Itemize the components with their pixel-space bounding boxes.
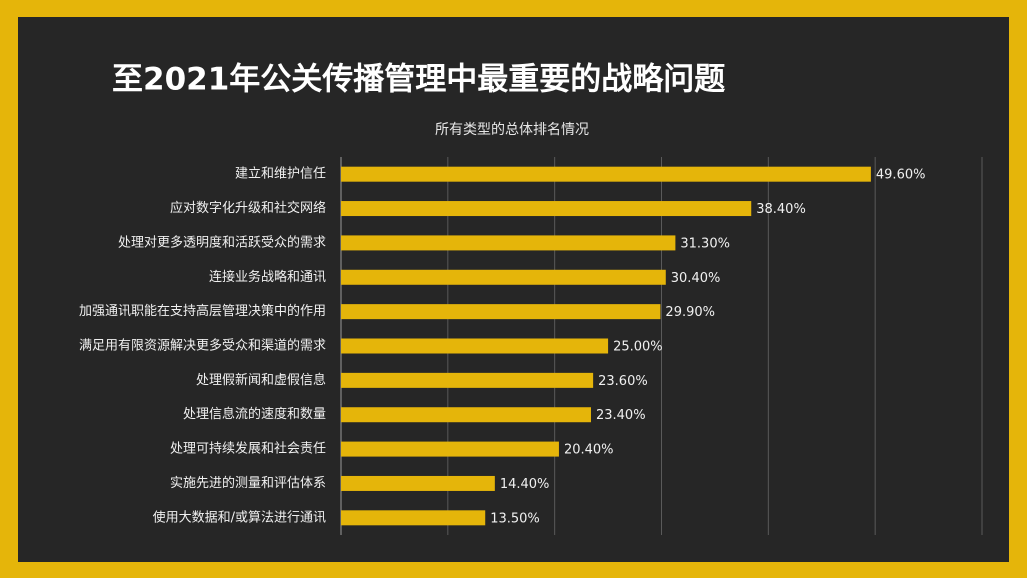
background — [18, 17, 1009, 562]
y-tick-label: 应对数字化升级和社交网络 — [170, 200, 326, 216]
y-tick-label: 实施先进的测量和评估体系 — [170, 475, 326, 491]
value-label: 31.30% — [680, 236, 730, 251]
bar — [341, 475, 495, 491]
chart-title: 至2021年公关传播管理中最重要的战略问题 — [112, 62, 725, 98]
value-label: 14.40% — [500, 477, 550, 492]
bar — [341, 407, 591, 423]
bar — [341, 166, 871, 182]
bar — [341, 269, 666, 285]
y-tick-label: 处理信息流的速度和数量 — [183, 406, 326, 422]
value-label: 38.40% — [756, 202, 806, 217]
value-label: 23.60% — [598, 374, 648, 389]
bar — [341, 304, 661, 320]
chart-subtitle: 所有类型的总体排名情况 — [435, 122, 589, 138]
y-tick-label: 处理可持续发展和社会责任 — [170, 441, 326, 457]
value-label: 13.50% — [490, 511, 540, 526]
y-tick-label: 建立和维护信任 — [235, 167, 326, 182]
y-tick-label: 连接业务战略和通讯 — [209, 269, 326, 285]
y-tick-label: 处理假新闻和虚假信息 — [196, 372, 326, 388]
value-label: 30.40% — [671, 271, 721, 286]
bar — [341, 510, 486, 526]
bar — [341, 441, 559, 457]
value-label: 49.60% — [876, 168, 926, 183]
value-label: 23.40% — [596, 408, 646, 423]
y-tick-label: 满足用有限资源解决更多受众和渠道的需求 — [79, 338, 326, 354]
value-label: 29.90% — [665, 305, 715, 320]
y-tick-label: 加强通讯职能在支持高层管理决策中的作用 — [79, 303, 326, 319]
bar — [341, 201, 752, 217]
y-tick-label: 使用大数据和/或算法进行通讯 — [153, 509, 326, 525]
bar — [341, 235, 676, 251]
y-tick-label: 处理对更多透明度和活跃受众的需求 — [118, 234, 326, 250]
bar — [341, 372, 594, 388]
value-label: 25.00% — [613, 340, 663, 355]
bar — [341, 338, 609, 354]
value-label: 20.40% — [564, 443, 614, 458]
